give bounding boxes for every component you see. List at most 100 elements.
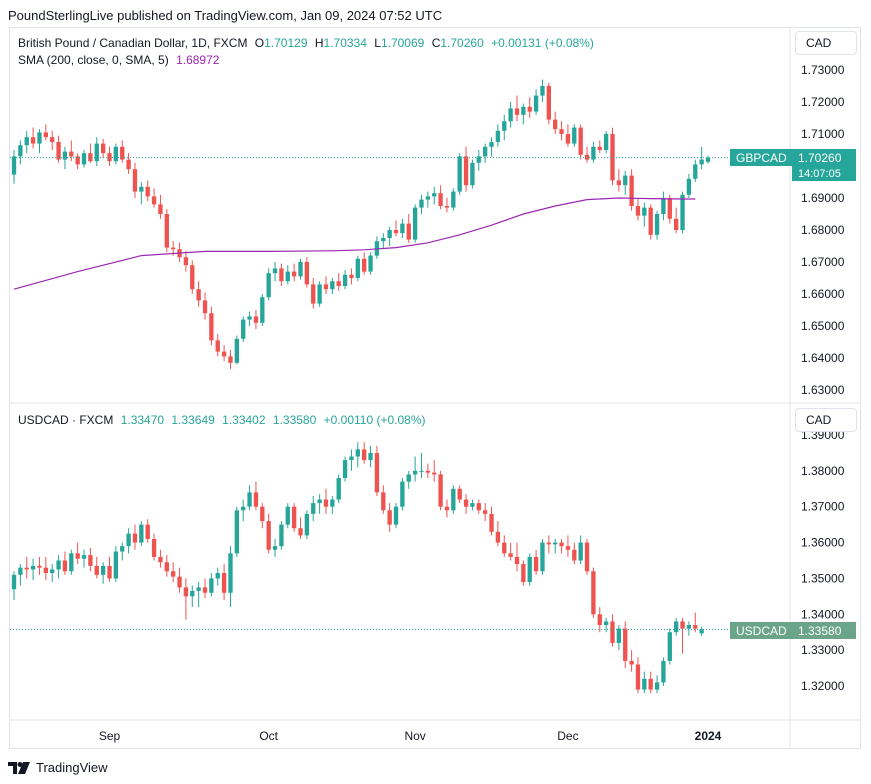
gbpcad-candle-body [521,106,526,115]
gbpcad-y-tick: 1.68000 [801,223,845,237]
gbpcad-title: British Pound / Canadian Dollar, 1D, FXC… [18,36,248,50]
usdcad-candle-body [693,625,698,629]
usdcad-candle-body [603,621,609,626]
usdcad-change: +0.00110 (+0.08%) [323,413,426,427]
gbpcad-candle-body [565,134,571,144]
usdcad-candle-body [241,506,246,511]
gbpcad-candle-body [62,151,68,160]
usdcad-candle-body [661,660,666,683]
usdcad-candle-body [75,553,80,559]
x-tick-Oct: Oct [259,729,278,743]
usdcad-candle-body [81,555,87,559]
gbpcad-candle-body [113,146,119,162]
gbpcad-countdown-tag: 14:07:05 [792,166,856,181]
usdcad-candle-body [69,553,74,572]
usdcad-candle-body [502,542,507,554]
usdcad-candle-body [457,488,462,500]
gbpcad-candle-body [610,134,615,181]
usdcad-low: 1.33402 [222,413,266,427]
sma-legend: SMA (200, close, 0, SMA, 5) 1.68972 [18,53,223,67]
usdcad-candle-body [616,628,622,643]
gbpcad-candle-body [323,284,329,290]
usdcad-candle-body [623,628,628,661]
gbpcad-candle-body [81,153,87,165]
gbpcad-candle-body [406,223,411,240]
x-tick-Nov: Nov [404,729,425,743]
publish-header: PoundSterlingLive published on TradingVi… [8,8,443,23]
usdcad-candle-body [572,549,577,561]
usdcad-candle-body [323,499,329,507]
usdcad-candle-body [674,621,679,633]
gbpcad-candle-body [654,214,660,235]
gbpcad-candle-body [132,169,138,192]
usdcad-y-tick: 1.38000 [801,464,845,478]
gbpcad-candle-body [578,127,583,155]
usdcad-candle-body [400,481,405,507]
gbpcad-candle-body [584,154,590,160]
usdcad-candle-body [476,503,481,511]
usdcad-candle-body [266,521,271,550]
gbpcad-candle-body [11,156,17,175]
usdcad-candle-body [317,499,322,504]
usdcad-candle-body [190,590,195,597]
gbpcad-candle-body [387,230,392,238]
gbpcad-currency-button[interactable]: CAD [795,31,857,55]
gbpcad-candle-body [482,146,488,157]
footer-brand: TradingView [36,760,108,775]
gbpcad-candle-body [228,356,233,363]
gbpcad-candle-body [457,156,462,192]
sma-value: 1.68972 [176,53,220,67]
usdcad-candle-body [355,449,360,457]
usdcad-candle-body [107,565,112,579]
usdcad-candle-body [654,682,660,690]
gbpcad-candle-body [164,214,169,248]
gbpcad-candle-body [253,316,259,323]
x-tick-Sep: Sep [99,729,121,743]
usdcad-candle-body [234,510,240,554]
usdcad-candle-body [495,531,501,543]
usdcad-close: 1.33580 [272,413,317,427]
gbpcad-candle-body [336,281,341,286]
gbpcad-candle-body [279,268,284,282]
tradingview-logo-icon [8,761,30,774]
usdcad-candle-body [546,542,551,545]
usdcad-title: USDCAD · FXCM [18,413,114,427]
gbpcad-candle-body [400,223,405,234]
gbpcad-candle-body [603,134,609,150]
gbpcad-candle-body [699,159,704,165]
usdcad-candle-body [699,629,704,634]
usdcad-y-tick: 1.36000 [801,536,845,550]
sma-label: SMA (200, close, 0, SMA, 5) [18,53,169,67]
usdcad-candle-body [330,499,335,507]
usdcad-candle-body [533,556,539,572]
gbpcad-candle-body [43,132,48,138]
gbpcad-candle-body [196,289,201,301]
usdcad-price-tag: 1.33580 [792,622,856,639]
usdcad-candle-body [120,546,125,552]
usdcad-candle-body [209,578,214,593]
usdcad-candle-body [432,472,437,475]
usdcad-candle-body [527,556,532,583]
usdcad-candle-body [94,565,99,575]
gbpcad-candle-body [24,137,29,146]
usdcad-candle-body [406,474,411,482]
usdcad-candle-body [578,542,583,561]
usdcad-candle-body [412,470,418,475]
gbpcad-candle-body [158,204,163,214]
gbpcad-candle-body [502,121,507,131]
usdcad-candle-body [311,503,316,514]
close-label: C [431,36,441,50]
gbpcad-candle-body [705,157,711,162]
gbpcad-candle-body [476,156,481,163]
gbpcad-candle-body [221,351,227,357]
usdcad-candle-body [419,470,424,472]
gbpcad-y-tick: 1.63000 [801,383,845,397]
usdcad-open: 1.33470 [120,413,165,427]
usdcad-currency-button[interactable]: CAD [795,408,857,432]
gbpcad-candle-body [247,316,252,320]
usdcad-candle-body [221,573,227,593]
gbpcad-price-tag: 1.70260 [792,149,856,166]
gbpcad-candle-body [209,313,214,341]
usdcad-candle-body [584,542,590,572]
